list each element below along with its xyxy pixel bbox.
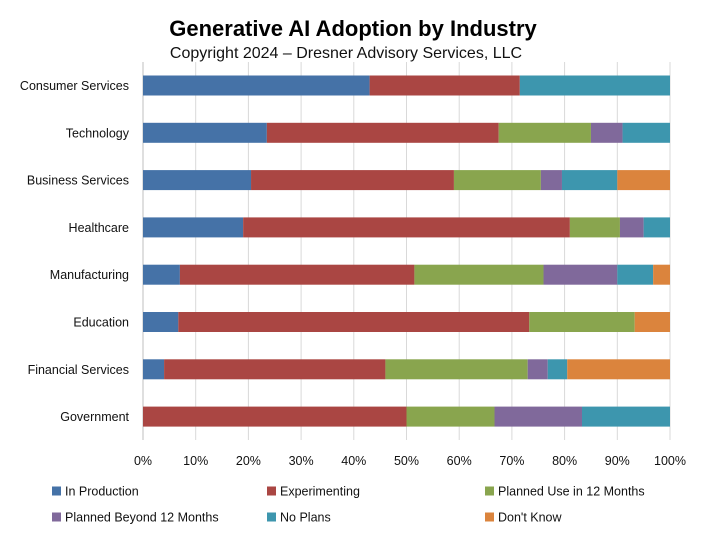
x-tick-label: 30% xyxy=(289,454,314,468)
category-label: Technology xyxy=(66,126,130,140)
x-tick-label: 70% xyxy=(499,454,524,468)
legend-label: Don't Know xyxy=(498,511,563,525)
bar-segment xyxy=(406,406,495,427)
bar-segment xyxy=(561,170,618,191)
bars xyxy=(143,75,670,427)
legend-label: Planned Use in 12 Months xyxy=(498,485,645,499)
x-axis-ticks: 0% 10% 20% 30% 40% 50% 60% 70% 80% 90% 100% xyxy=(134,454,686,468)
x-tick-label: 50% xyxy=(394,454,419,468)
category-label: Consumer Services xyxy=(20,79,129,93)
x-tick-label: 40% xyxy=(341,454,366,468)
bar-segment xyxy=(266,122,499,143)
bar-segment xyxy=(567,359,670,380)
bar-segment xyxy=(143,75,370,96)
legend-swatch xyxy=(267,512,276,522)
bar-segment xyxy=(619,217,644,238)
legend-swatch xyxy=(52,512,61,522)
legend-label: Experimenting xyxy=(280,485,360,499)
legend-swatch xyxy=(267,486,276,496)
bar-segment xyxy=(143,217,244,238)
x-tick-label: 100% xyxy=(654,454,686,468)
chart-title: Generative AI Adoption by Industry xyxy=(169,16,537,41)
category-label: Financial Services xyxy=(28,363,129,377)
category-labels: Consumer Services Technology Business Serv… xyxy=(20,79,130,424)
bar-segment xyxy=(143,122,267,143)
category-label: Government xyxy=(60,410,129,424)
bar-segment xyxy=(143,359,165,380)
bar-segment xyxy=(529,312,635,332)
category-label: Business Services xyxy=(27,174,129,188)
bar-segment xyxy=(547,359,568,380)
bar-segment xyxy=(251,170,454,191)
x-tick-label: 0% xyxy=(134,454,152,468)
legend-label: No Plans xyxy=(280,511,331,525)
bar-segment xyxy=(143,312,179,332)
bar-segment xyxy=(178,312,530,332)
bar-segment xyxy=(617,170,670,191)
legend-swatch xyxy=(52,486,61,496)
bar-segment xyxy=(385,359,528,380)
bar-segment xyxy=(369,75,520,96)
gridlines xyxy=(142,62,671,440)
bar-segment xyxy=(498,122,591,143)
bar-segment xyxy=(179,264,415,285)
legend-label: Planned Beyond 12 Months xyxy=(65,511,219,525)
x-tick-label: 60% xyxy=(447,454,472,468)
bar-segment xyxy=(590,122,623,143)
bar-segment xyxy=(519,75,670,96)
bar-segment xyxy=(581,406,670,427)
chart-subtitle: Copyright 2024 – Dresner Advisory Servic… xyxy=(170,45,522,62)
category-label: Healthcare xyxy=(69,221,129,235)
bar-segment xyxy=(527,359,548,380)
bar-segment xyxy=(243,217,570,238)
bar-segment xyxy=(543,264,618,285)
bar-segment xyxy=(494,406,582,427)
legend: In Production Experimenting Planned Use in… xyxy=(52,485,645,525)
legend-label: In Production xyxy=(65,485,139,499)
bar-segment xyxy=(643,217,670,238)
x-tick-label: 20% xyxy=(236,454,261,468)
bar-segment xyxy=(414,264,544,285)
bar-segment xyxy=(569,217,620,238)
bar-segment xyxy=(617,264,654,285)
legend-swatch xyxy=(485,512,494,522)
bar-segment xyxy=(540,170,562,191)
category-label: Education xyxy=(73,316,129,330)
category-label: Manufacturing xyxy=(50,268,129,282)
bar-segment xyxy=(164,359,386,380)
bar-segment xyxy=(453,170,541,191)
bar-segment xyxy=(622,122,670,143)
bar-segment xyxy=(634,312,670,332)
legend-swatch xyxy=(485,486,494,496)
x-tick-label: 10% xyxy=(183,454,208,468)
x-tick-label: 90% xyxy=(605,454,630,468)
x-tick-label: 80% xyxy=(552,454,577,468)
bar-segment xyxy=(653,264,670,285)
bar-segment xyxy=(143,170,252,191)
bar-segment xyxy=(143,406,407,427)
bar-segment xyxy=(143,264,180,285)
